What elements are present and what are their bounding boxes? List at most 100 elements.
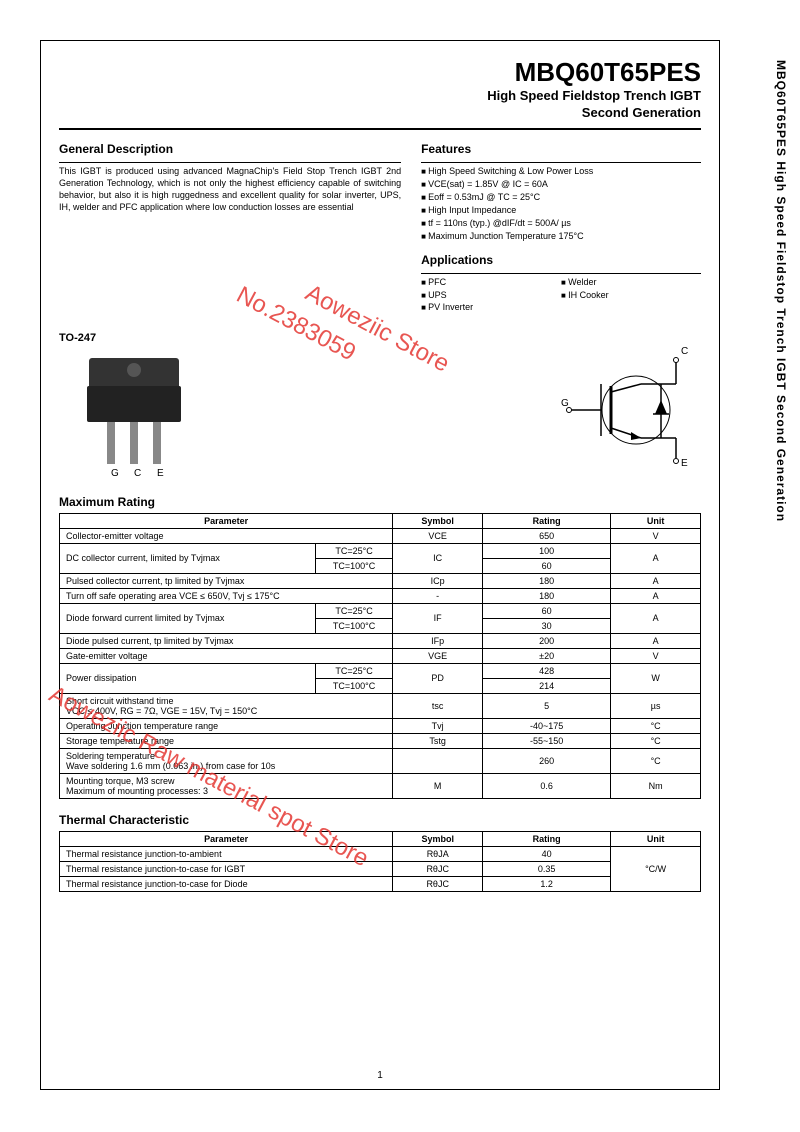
feature-item: Maximum Junction Temperature 175°C [421,230,701,243]
package-drawing: G C E [59,348,209,478]
mr-rating: 5 [483,693,611,718]
divider [59,162,401,163]
feature-item: High Input Impedance [421,204,701,217]
package-label: TO-247 [59,332,209,344]
mr-cond: TC=100°C [315,558,393,573]
mr-rating: 200 [483,633,611,648]
apps-heading: Applications [421,253,701,267]
mr-rating: ±20 [483,648,611,663]
col-rating: Rating [483,513,611,528]
mr-unit: °C [611,733,701,748]
schematic-symbol: C G E [561,340,701,473]
therm-unit: °C/W [611,846,701,891]
mr-unit: W [611,663,701,693]
gen-desc-text: This IGBT is produced using advanced Mag… [59,165,401,214]
mr-param: Power dissipation [60,663,316,693]
therm-param: Thermal resistance junction-to-case for … [60,876,393,891]
app-item: UPS [421,289,561,302]
mr-sym: VGE [393,648,483,663]
col-parameter: Parameter [60,831,393,846]
features-list: High Speed Switching & Low Power Loss VC… [421,165,701,243]
feature-item: tf = 110ns (typ.) @dIF/dt = 500A/ µs [421,217,701,230]
mr-param: Collector-emitter voltage [60,528,393,543]
mr-param: Diode pulsed current, tp limited by Tvjm… [60,633,393,648]
mr-cond: TC=25°C [315,603,393,618]
max-rating-heading: Maximum Rating [59,495,701,509]
mr-rating: -55~150 [483,733,611,748]
gen-desc-heading: General Description [59,142,401,156]
mr-unit: °C [611,748,701,773]
datasheet-page: MBQ60T65PES High Speed Fieldstop Trench … [40,40,720,1090]
col-unit: Unit [611,831,701,846]
feature-item: VCE(sat) = 1.85V @ IC = 60A [421,178,701,191]
therm-sym: RθJA [393,846,483,861]
mr-sym: PD [393,663,483,693]
max-rating-table: Parameter Symbol Rating Unit Collector-e… [59,513,701,799]
mr-rating: 0.6 [483,773,611,798]
mr-sym [393,748,483,773]
mr-unit: A [611,573,701,588]
mr-rating: 100 [483,543,611,558]
mr-cond: TC=25°C [315,663,393,678]
pin-g-label: G [111,468,119,478]
mr-unit: V [611,648,701,663]
svg-text:C: C [681,346,688,357]
thermal-table: Parameter Symbol Rating Unit Thermal res… [59,831,701,892]
col-parameter: Parameter [60,513,393,528]
mr-param: Diode forward current limited by Tvjmax [60,603,316,633]
mr-param: Storage temperature range [60,733,393,748]
mr-sym: Tstg [393,733,483,748]
mr-rating: 60 [483,558,611,573]
col-symbol: Symbol [393,513,483,528]
mr-sym: IFp [393,633,483,648]
pin-c-label: C [134,468,141,478]
app-item: PFC [421,276,561,289]
thermal-heading: Thermal Characteristic [59,813,701,827]
mr-unit: A [611,633,701,648]
mr-param: Turn off safe operating area VCE ≤ 650V,… [60,588,393,603]
mr-sym: ICp [393,573,483,588]
subtitle-1: High Speed Fieldstop Trench IGBT [59,88,701,105]
svg-text:E: E [681,458,688,469]
title-divider [59,128,701,130]
feature-item: Eoff = 0.53mJ @ TC = 25°C [421,191,701,204]
mr-rating: 60 [483,603,611,618]
col-rating: Rating [483,831,611,846]
title-block: MBQ60T65PES High Speed Fieldstop Trench … [59,57,701,122]
svg-text:G: G [561,398,569,409]
mr-rating: 180 [483,588,611,603]
subtitle-2: Second Generation [59,105,701,122]
mr-rating: 260 [483,748,611,773]
package-row: TO-247 G C E C G [59,332,701,481]
package-block: TO-247 G C E [59,332,209,481]
mr-sym: tsc [393,693,483,718]
mr-rating: 180 [483,573,611,588]
therm-param: Thermal resistance junction-to-case for … [60,861,393,876]
mr-rating: -40~175 [483,718,611,733]
therm-param: Thermal resistance junction-to-ambient [60,846,393,861]
mr-sym: IF [393,603,483,633]
features-heading: Features [421,142,701,156]
col-symbol: Symbol [393,831,483,846]
mr-sym: Tvj [393,718,483,733]
therm-sym: RθJC [393,876,483,891]
mr-unit: µs [611,693,701,718]
mr-rating: 30 [483,618,611,633]
therm-sym: RθJC [393,861,483,876]
feature-item: High Speed Switching & Low Power Loss [421,165,701,178]
mr-unit: A [611,588,701,603]
mr-param: Soldering temperature Wave soldering 1.6… [60,748,393,773]
mr-rating: 214 [483,678,611,693]
mr-sym: - [393,588,483,603]
mr-param: Short circuit withstand time VCC ≤ 400V,… [60,693,393,718]
pin-e-label: E [157,468,164,478]
mr-param: DC collector current, limited by Tvjmax [60,543,316,573]
top-columns: General Description This IGBT is produce… [59,142,701,314]
page-number: 1 [377,1070,383,1081]
divider [421,273,701,274]
mr-cond: TC=25°C [315,543,393,558]
app-item: Welder [561,276,701,289]
side-vertical-title: MBQ60T65PES High Speed Fieldstop Trench … [774,60,788,522]
mr-unit: V [611,528,701,543]
mr-sym: M [393,773,483,798]
